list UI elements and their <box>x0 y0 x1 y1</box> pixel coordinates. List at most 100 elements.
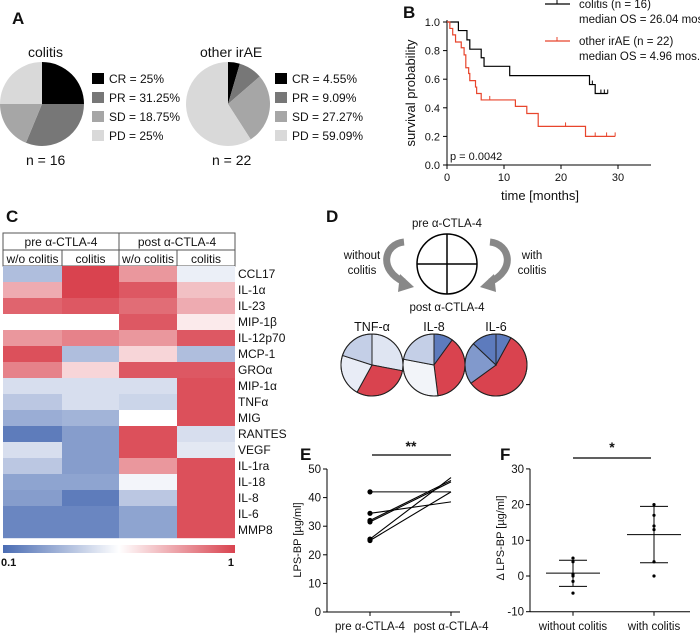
row-label: RANTES <box>238 427 287 441</box>
pie-n-label: n = 16 <box>26 152 66 168</box>
y-tick-label: 30 <box>511 464 524 476</box>
schema-without-colitis-label: without <box>343 250 381 262</box>
panel-label-e: E <box>300 445 311 464</box>
schema-with-colitis-label: with <box>521 250 542 262</box>
y-tick-label: 30 <box>308 521 321 533</box>
heatmap-cell <box>62 506 119 523</box>
significance-label: * <box>609 439 615 455</box>
y-tick-label: 0.2 <box>425 131 440 143</box>
x-tick-label: 30 <box>612 172 624 184</box>
legend-entry: CR = 4.55% <box>292 72 357 86</box>
panel-label-c: C <box>6 207 18 226</box>
pre-point <box>367 510 373 516</box>
row-label: IL-6 <box>238 507 259 521</box>
heatmap-cell <box>177 266 235 283</box>
response-pie-slice <box>25 104 84 146</box>
heatmap-cell <box>177 474 235 491</box>
panel-label-a: A <box>12 9 24 28</box>
y-tick-label: 10 <box>511 535 524 547</box>
heatmap-cell <box>62 522 119 539</box>
heatmap-cell <box>177 490 235 507</box>
y-axis-label: survival probability <box>403 39 418 146</box>
heatmap-cell <box>177 362 235 379</box>
heatmap-cell <box>3 314 62 331</box>
heatmap-cell <box>119 506 177 523</box>
colorbar <box>3 545 235 553</box>
heatmap-cell <box>62 346 119 363</box>
legend-median-os: median OS = 4.96 mos. <box>579 51 700 63</box>
data-point <box>652 503 656 507</box>
heatmap-cell <box>62 410 119 427</box>
heatmap-cell <box>62 314 119 331</box>
p-value-label: p = 0.0042 <box>450 151 502 163</box>
heatmap-cell <box>3 378 62 395</box>
data-point <box>571 579 575 583</box>
heatmap-cell <box>3 442 62 459</box>
pie-n-label: n = 22 <box>212 152 252 168</box>
arrow-left-icon <box>383 238 406 286</box>
heatmap-cell <box>119 522 177 539</box>
row-label: MMP8 <box>238 523 273 537</box>
x-category-label: without colitis <box>538 621 608 633</box>
heatmap-cell <box>177 378 235 395</box>
pie-title: other irAE <box>200 44 262 60</box>
row-label: IL-23 <box>238 299 266 313</box>
legend-swatch <box>92 73 104 84</box>
x-tick-label: 0 <box>444 172 450 184</box>
legend-swatch <box>92 111 104 122</box>
row-label: IL-18 <box>238 475 266 489</box>
y-axis-label: LPS-BP [µg/ml] <box>292 502 304 577</box>
cytokine-pie-slice <box>371 333 404 372</box>
row-label: IL-8 <box>238 491 259 505</box>
row-label: TNFα <box>238 395 268 409</box>
heatmap-cell <box>62 378 119 395</box>
heatmap-cell <box>177 522 235 539</box>
schema-with-colitis-label: colitis <box>518 265 547 277</box>
response-pie-slice <box>228 62 240 104</box>
x-tick-label: 10 <box>498 172 510 184</box>
heatmap-cell <box>3 330 62 347</box>
heatmap-cell <box>119 394 177 411</box>
heatmap-cell <box>62 282 119 299</box>
data-point <box>571 574 575 578</box>
data-point <box>571 560 575 564</box>
paired-line <box>369 491 452 541</box>
heatmap-cell <box>62 330 119 347</box>
response-pie-slice <box>42 62 84 104</box>
legend-swatch <box>275 92 287 103</box>
heatmap-cell <box>119 314 177 331</box>
y-tick-label: 0.6 <box>425 74 440 86</box>
colorbar-min-label: 0.1 <box>1 557 16 569</box>
heatmap-cell <box>119 458 177 475</box>
heatmap-cell <box>3 346 62 363</box>
heatmap-cell <box>177 426 235 443</box>
x-category-label: with colitis <box>627 621 681 633</box>
heatmap-cell <box>62 362 119 379</box>
x-category-label: post α-CTLA-4 <box>413 621 489 633</box>
cytokine-pie-title: IL-6 <box>485 320 507 334</box>
heatmap-cell <box>3 490 62 507</box>
heatmap-cell <box>177 394 235 411</box>
data-point <box>652 574 656 578</box>
heatmap-cell <box>62 394 119 411</box>
x-axis-label: time [months] <box>501 188 579 203</box>
y-tick-label: 20 <box>511 500 524 512</box>
heatmap-cell <box>3 282 62 299</box>
cytokine-pie-slice <box>402 333 435 366</box>
data-point <box>652 560 656 564</box>
heatmap-cell <box>62 474 119 491</box>
legend-swatch <box>275 73 287 84</box>
heatmap-cell <box>177 282 235 299</box>
legend-entry: PD = 59.09% <box>292 129 363 143</box>
legend-entry: PR = 9.09% <box>292 91 357 105</box>
cytokine-pie-title: TNF-α <box>354 320 390 334</box>
response-pie-slice <box>228 76 270 140</box>
column-header: colitis <box>191 252 221 266</box>
column-header: w/o colitis <box>5 252 58 266</box>
y-tick-label: 50 <box>308 464 321 476</box>
heatmap-cell <box>3 394 62 411</box>
heatmap-cell <box>177 458 235 475</box>
heatmap-cell <box>119 362 177 379</box>
heatmap-cell <box>119 282 177 299</box>
row-label: CCL17 <box>238 267 276 281</box>
